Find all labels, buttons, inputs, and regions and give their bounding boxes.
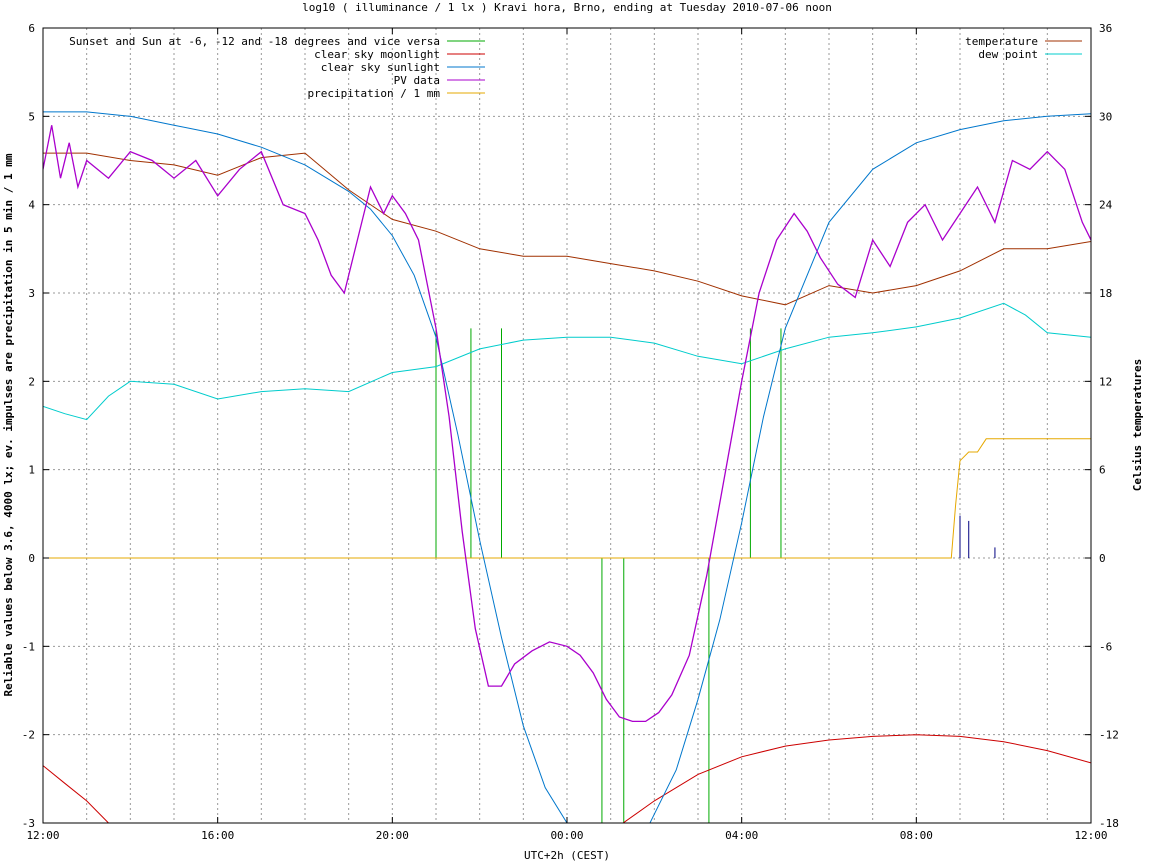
y2-tick-label: 6 <box>1099 464 1106 477</box>
y2-tick-label: -12 <box>1099 729 1119 742</box>
pv-data-series <box>43 125 1091 723</box>
moonlight-series-morning <box>622 734 1091 823</box>
dew-point-series <box>43 302 1091 421</box>
y2-tick-label: 24 <box>1099 199 1113 212</box>
x-tick-label: 12:00 <box>1074 829 1107 842</box>
y-axis-label: Reliable values below 3.6, 4000 lx; ev. … <box>2 153 15 696</box>
y-tick-label: -2 <box>22 729 35 742</box>
y-tick-label: 4 <box>28 199 35 212</box>
temperature-series <box>43 152 1091 306</box>
precipitation-series <box>43 438 1091 559</box>
y2-tick-label: 18 <box>1099 287 1112 300</box>
y2-tick-label: -18 <box>1099 817 1119 830</box>
y-tick-label: 3 <box>28 287 35 300</box>
x-tick-label: 12:00 <box>26 829 59 842</box>
x-tick-label: 00:00 <box>550 829 583 842</box>
x-tick-label: 20:00 <box>376 829 409 842</box>
legend: Sunset and Sun at -6, -12 and -18 degree… <box>69 35 1082 100</box>
y-tick-label: 6 <box>28 22 35 35</box>
x-tick-label: 16:00 <box>201 829 234 842</box>
y2-tick-label: 0 <box>1099 552 1106 565</box>
plot-area <box>43 111 1091 823</box>
legend-left-label: precipitation / 1 mm <box>308 87 441 100</box>
moonlight-series-evening <box>43 765 110 823</box>
legend-left-label: clear sky sunlight <box>321 61 440 74</box>
y-tick-label: -1 <box>22 640 35 653</box>
legend-left-label: Sunset and Sun at -6, -12 and -18 degree… <box>69 35 440 48</box>
series-group <box>43 111 1091 823</box>
sunlight-series <box>43 111 1091 823</box>
y2-axis-label: Celsius temperatures <box>1131 359 1144 491</box>
y-tick-label: 1 <box>28 464 35 477</box>
y2-tick-label: 30 <box>1099 110 1112 123</box>
legend-left-label: PV data <box>394 74 440 87</box>
y-tick-label: 5 <box>28 110 35 123</box>
chart-title: log10 ( illuminance / 1 lx ) Kravi hora,… <box>302 1 832 14</box>
y-tick-label: 0 <box>28 552 35 565</box>
x-tick-label: 04:00 <box>725 829 758 842</box>
axis-ticks: 12:00 16:00 20:00 00:00 04:00 08:00 12:00-3-2-… <box>22 22 1119 842</box>
legend-right-label: dew point <box>978 48 1038 61</box>
legend-left-label: clear sky moonlight <box>314 48 440 61</box>
y2-tick-label: 36 <box>1099 22 1112 35</box>
grid <box>43 28 1091 823</box>
x-axis-label: UTC+2h (CEST) <box>524 849 610 862</box>
x-tick-label: 08:00 <box>900 829 933 842</box>
legend-right-label: temperature <box>965 35 1038 48</box>
y-tick-label: 2 <box>28 375 35 388</box>
y2-tick-label: -6 <box>1099 640 1112 653</box>
y2-tick-label: 12 <box>1099 375 1112 388</box>
y-tick-label: -3 <box>22 817 35 830</box>
